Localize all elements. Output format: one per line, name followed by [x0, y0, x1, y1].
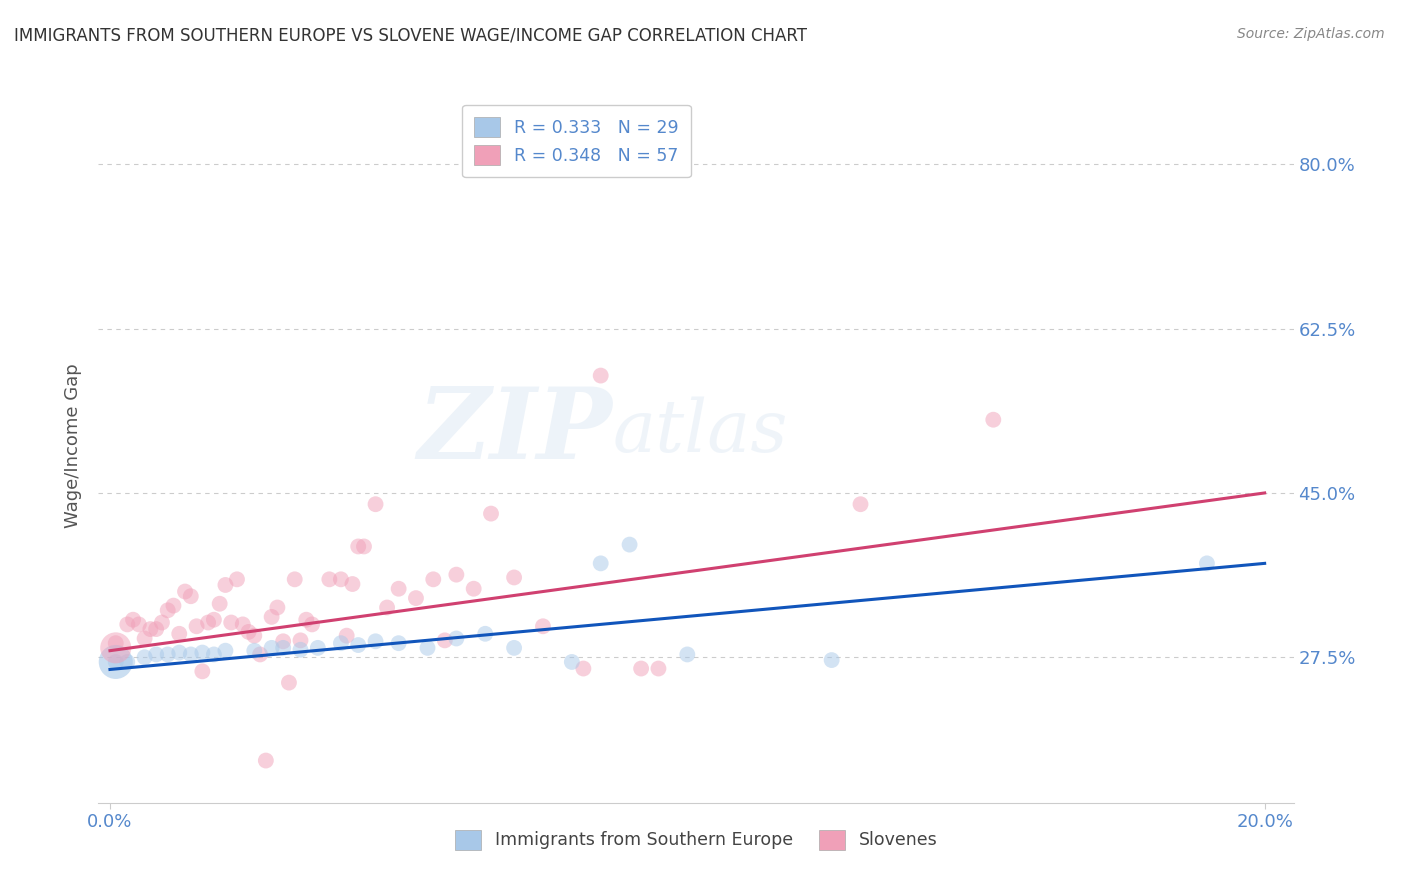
Point: [318, 572, 340, 586]
Point: [134, 632, 156, 646]
Point: [156, 603, 179, 617]
Point: [145, 648, 167, 662]
Point: [307, 640, 329, 655]
Point: [271, 634, 294, 648]
Text: IMMIGRANTS FROM SOUTHERN EUROPE VS SLOVENE WAGE/INCOME GAP CORRELATION CHART: IMMIGRANTS FROM SOUTHERN EUROPE VS SLOVE…: [14, 27, 807, 45]
Point: [479, 507, 502, 521]
Legend: Immigrants from Southern Europe, Slovenes: Immigrants from Southern Europe, Slovene…: [446, 821, 946, 858]
Text: Source: ZipAtlas.com: Source: ZipAtlas.com: [1237, 27, 1385, 41]
Point: [329, 636, 352, 650]
Point: [446, 632, 468, 646]
Point: [446, 567, 468, 582]
Point: [139, 622, 162, 636]
Point: [150, 615, 173, 630]
Point: [219, 615, 242, 630]
Point: [266, 600, 288, 615]
Point: [174, 584, 197, 599]
Text: ZIP: ZIP: [418, 384, 613, 480]
Point: [104, 636, 127, 650]
Point: [347, 540, 370, 554]
Point: [134, 650, 156, 665]
Point: [342, 577, 364, 591]
Point: [295, 613, 318, 627]
Point: [202, 648, 225, 662]
Point: [284, 572, 307, 586]
Text: atlas: atlas: [613, 396, 787, 467]
Point: [197, 615, 219, 630]
Point: [364, 497, 387, 511]
Point: [278, 675, 301, 690]
Point: [375, 600, 398, 615]
Y-axis label: Wage/Income Gap: Wage/Income Gap: [65, 364, 83, 528]
Point: [208, 597, 231, 611]
Point: [388, 636, 411, 650]
Point: [347, 638, 370, 652]
Point: [422, 572, 444, 586]
Point: [180, 648, 202, 662]
Point: [981, 413, 1004, 427]
Point: [249, 648, 271, 662]
Point: [191, 665, 214, 679]
Point: [104, 640, 127, 655]
Point: [122, 613, 145, 627]
Point: [301, 617, 323, 632]
Point: [388, 582, 411, 596]
Point: [290, 642, 312, 657]
Point: [232, 617, 254, 632]
Point: [503, 570, 526, 584]
Point: [676, 648, 699, 662]
Point: [117, 655, 139, 669]
Point: [202, 613, 225, 627]
Point: [433, 633, 456, 648]
Point: [167, 627, 190, 641]
Point: [503, 640, 526, 655]
Point: [226, 572, 249, 586]
Point: [589, 557, 612, 571]
Point: [180, 589, 202, 603]
Point: [214, 578, 236, 592]
Point: [214, 643, 236, 657]
Point: [167, 646, 190, 660]
Point: [1195, 557, 1218, 571]
Point: [561, 655, 583, 669]
Point: [238, 624, 260, 639]
Point: [243, 629, 266, 643]
Point: [531, 619, 554, 633]
Point: [162, 599, 184, 613]
Point: [630, 661, 652, 675]
Point: [260, 610, 283, 624]
Point: [104, 655, 127, 669]
Point: [145, 622, 167, 636]
Point: [619, 538, 641, 552]
Point: [329, 572, 352, 586]
Point: [191, 646, 214, 660]
Point: [353, 540, 375, 554]
Point: [271, 640, 294, 655]
Point: [647, 661, 669, 675]
Point: [405, 591, 427, 606]
Point: [186, 619, 208, 633]
Point: [104, 655, 127, 669]
Point: [364, 634, 387, 648]
Point: [156, 648, 179, 662]
Point: [128, 617, 150, 632]
Point: [463, 582, 485, 596]
Point: [474, 627, 496, 641]
Point: [416, 640, 439, 655]
Point: [336, 629, 359, 643]
Point: [117, 617, 139, 632]
Point: [820, 653, 842, 667]
Point: [254, 754, 277, 768]
Point: [572, 661, 595, 675]
Point: [290, 633, 312, 648]
Point: [849, 497, 872, 511]
Point: [589, 368, 612, 383]
Point: [260, 640, 283, 655]
Point: [243, 643, 266, 657]
